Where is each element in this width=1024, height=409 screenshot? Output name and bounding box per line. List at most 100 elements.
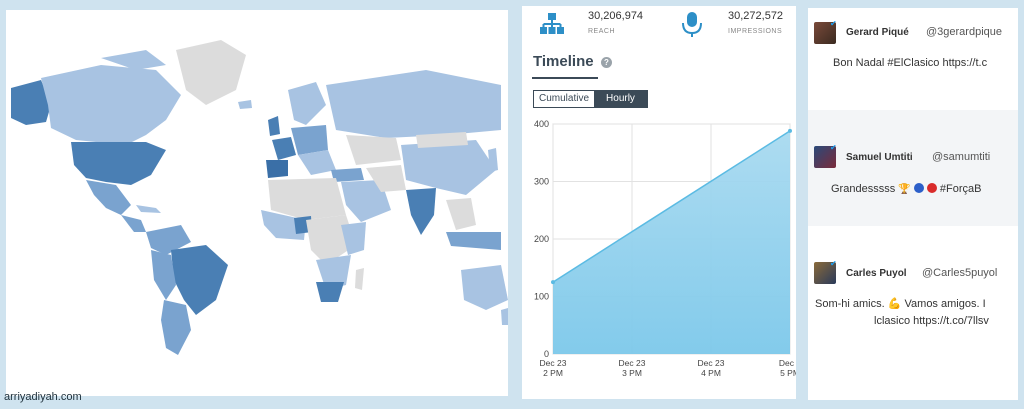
tweet-author-handle[interactable]: @samumtiti: [932, 151, 991, 163]
watermark: arriyadiyah.com: [4, 391, 82, 403]
network-icon: [540, 13, 564, 34]
tweet-text: Grandesssss 🏆 #ForçaB: [831, 183, 981, 195]
tweet-author-name[interactable]: Carles Puyol: [846, 268, 907, 279]
tweet-text-line2[interactable]: lclasico https://t.co/7llsv: [874, 315, 989, 327]
region-spain: [266, 160, 288, 178]
tweet-item[interactable]: ✔ Carles Puyol @Carles5puyol Som-hi amic…: [808, 230, 1018, 400]
tweet-text-start: Grandesssss: [831, 183, 896, 195]
tweet-text: Bon Nadal #ElClasico https://t.c: [833, 57, 988, 69]
region-france: [272, 137, 296, 160]
tweet-author-handle[interactable]: @Carles5puyol: [922, 267, 998, 279]
verified-icon: ✔: [830, 259, 837, 268]
avatar[interactable]: [814, 146, 836, 168]
region-alaska: [11, 80, 51, 125]
region-central-europe: [291, 125, 328, 155]
region-east-africa: [341, 222, 366, 255]
region-southeast-asia: [446, 198, 476, 230]
region-peru-bolivia: [151, 250, 176, 300]
region-central-america: [121, 215, 146, 232]
region-japan: [488, 148, 498, 172]
avatar[interactable]: [814, 262, 836, 284]
hourly-button[interactable]: Hourly: [594, 91, 647, 107]
y-tick-label: 0: [544, 349, 549, 359]
region-argentina-chile: [161, 300, 191, 355]
verified-icon: ✔: [830, 19, 837, 28]
region-new-zealand: [501, 308, 508, 325]
region-mexico: [86, 180, 131, 215]
world-map: [11, 40, 508, 355]
tweet-feed-panel: ✔ Gerard Piqué @3gerardpique Bon Nadal #…: [808, 8, 1018, 400]
verified-icon: ✔: [830, 143, 837, 152]
region-scandinavia: [288, 82, 326, 125]
microphone-icon: [682, 12, 702, 37]
blue-circle-emoji-icon: [913, 183, 924, 193]
region-caribbean: [136, 205, 161, 213]
timeline-toggle: Cumulative Hourly: [533, 90, 648, 108]
world-map-panel: [6, 10, 508, 396]
region-italy-balkans: [298, 150, 336, 175]
region-greenland: [176, 40, 246, 105]
series-area: [553, 130, 790, 354]
x-tick-label: Dec 23: [698, 358, 725, 368]
timeline-panel: 30,206,974 REACH 30,272,572 IMPRESSIONS …: [522, 6, 796, 399]
red-circle-emoji-icon: [926, 183, 937, 193]
tweet-author-name[interactable]: Samuel Umtiti: [846, 152, 913, 163]
tweet-item[interactable]: ✔ Samuel Umtiti @samumtiti Grandesssss 🏆…: [808, 110, 1018, 226]
y-tick-label: 100: [534, 292, 549, 302]
tweet-text-line1: Som-hi amics.: [815, 298, 885, 310]
region-iceland: [238, 100, 252, 109]
trophy-emoji-icon: 🏆: [898, 184, 911, 195]
avatar[interactable]: [814, 22, 836, 44]
data-point: [788, 128, 792, 133]
region-mongolia: [416, 132, 468, 148]
reach-value: 30,206,974: [588, 10, 644, 22]
tweet-author-handle[interactable]: @3gerardpique: [926, 26, 1002, 38]
reach-caption: REACH: [588, 28, 616, 35]
region-russia: [326, 70, 501, 138]
y-tick-label: 300: [534, 177, 549, 187]
x-tick-label: Dec 23: [540, 358, 567, 368]
x-tick-label: 3 PM: [622, 368, 642, 378]
region-canada: [41, 65, 181, 145]
region-colombia-venezuela: [146, 225, 191, 255]
tweet-author-name[interactable]: Gerard Piqué: [846, 27, 909, 38]
x-tick-label: 4 PM: [701, 368, 721, 378]
tweet-text-end: #ForçaB: [939, 183, 982, 195]
flexed-biceps-emoji-icon: 💪: [887, 298, 902, 310]
region-south-africa: [316, 282, 344, 302]
tweet-text-line1b: Vamos amigos. I: [904, 298, 986, 310]
x-tick-label: 2 PM: [543, 368, 563, 378]
y-tick-label: 200: [534, 234, 549, 244]
help-icon[interactable]: ?: [601, 57, 612, 68]
data-point: [551, 280, 555, 285]
region-kazakhstan: [346, 135, 401, 165]
impressions-caption: IMPRESSIONS: [728, 28, 783, 35]
region-madagascar: [355, 268, 364, 290]
region-uk: [268, 116, 280, 136]
x-tick-label: Dec 23: [619, 358, 646, 368]
region-brazil: [171, 245, 228, 315]
region-australia: [461, 265, 508, 310]
region-iran: [366, 165, 406, 192]
x-tick-label: 5 PM: [780, 368, 796, 378]
region-turkey: [331, 168, 364, 182]
region-usa: [71, 142, 166, 185]
cumulative-button[interactable]: Cumulative: [534, 91, 595, 107]
reach-stat: 30,206,974 REACH: [538, 6, 658, 46]
series-line: [552, 130, 791, 283]
region-north-africa: [268, 178, 346, 220]
region-india: [406, 188, 436, 235]
region-indonesia: [446, 232, 501, 250]
region-middle-east: [341, 180, 391, 222]
x-tick-label: Dec 2: [779, 358, 796, 368]
region-west-africa: [261, 210, 306, 240]
title-underline: [532, 77, 598, 79]
timeline-title: Timeline: [533, 53, 594, 70]
region-canada-islands: [101, 50, 166, 70]
region-china: [401, 140, 496, 195]
tweet-text: Som-hi amics. 💪 Vamos amigos. I: [815, 297, 986, 310]
impressions-stat: 30,272,572 IMPRESSIONS: [678, 6, 796, 46]
impressions-value: 30,272,572: [728, 10, 784, 22]
tweet-item[interactable]: ✔ Gerard Piqué @3gerardpique Bon Nadal #…: [808, 8, 1018, 108]
